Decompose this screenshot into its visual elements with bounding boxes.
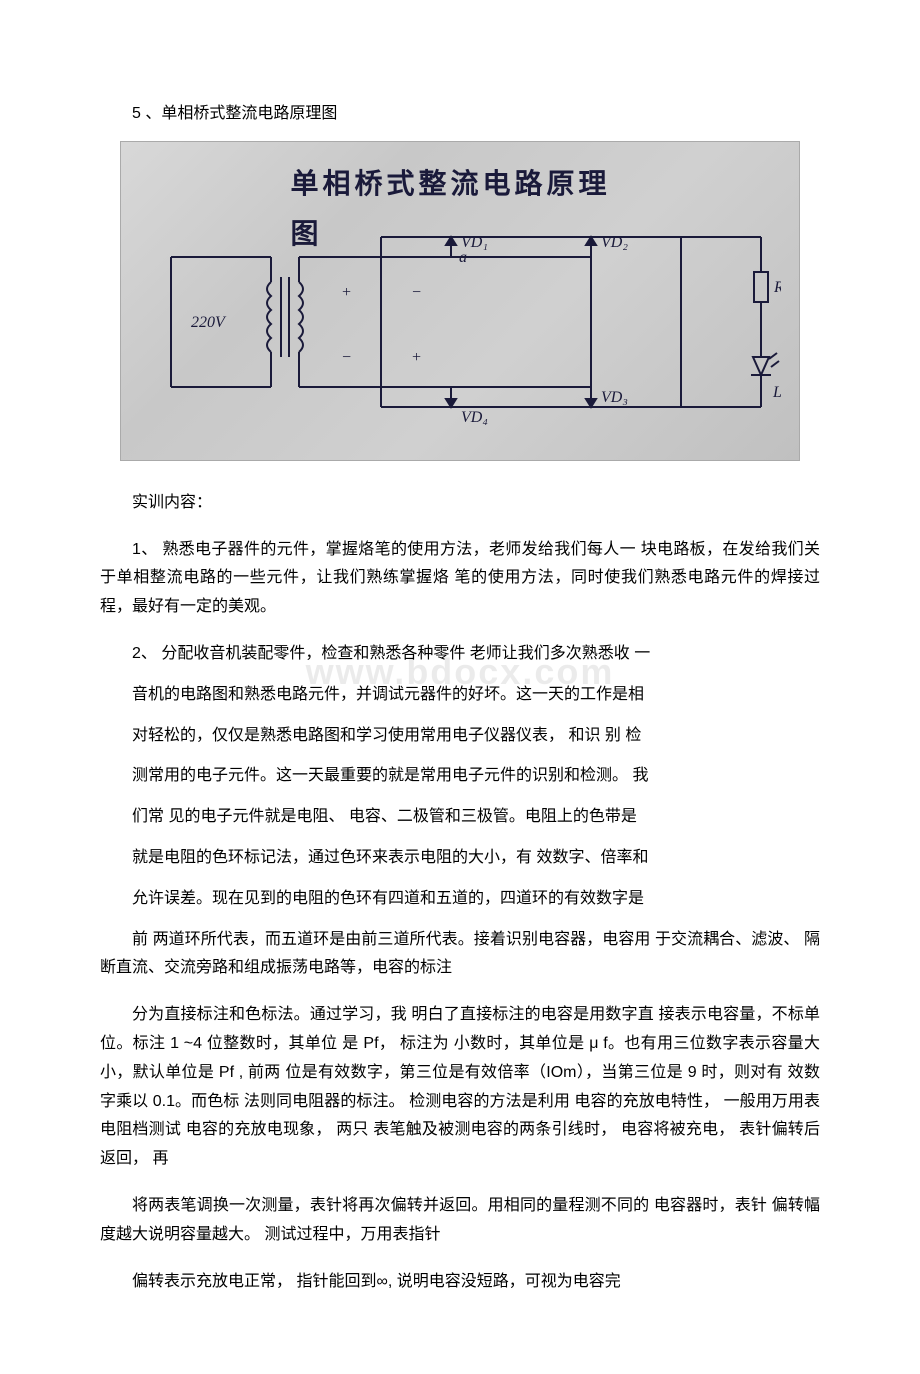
label-plus1: +: [341, 284, 352, 301]
paragraph-2-line5: 们常 见的电子元件就是电阻、 电容、二极管和三极管。电阻上的色带是: [100, 803, 820, 832]
label-minus2: −: [411, 284, 422, 301]
label-vd3: VD₃: [601, 389, 628, 406]
paragraph-2-line2: 音机的电路图和熟悉电路元件，并调试元器件的好坏。这一天的工作是相: [100, 681, 820, 710]
diagram-photo-bg: 单相桥式整流电路原理图: [120, 141, 800, 461]
paragraph-3: 前 两道环所代表，而五道环是由前三道所代表。接着识别电容器，电容用 于交流耦合、…: [100, 926, 820, 984]
paragraph-1: 1、 熟悉电子器件的元件，掌握烙笔的使用方法，老师发给我们每人一 块电路板，在发…: [100, 536, 820, 622]
label-a: a: [459, 249, 467, 266]
circuit-diagram-figure: 单相桥式整流电路原理图: [120, 141, 800, 461]
label-led: LED: [772, 384, 781, 401]
circuit-schematic: 220V + − − + VD₁ a VD₂ VD₃ VD₄ R(1k) LED: [141, 197, 781, 447]
paragraph-4: 分为直接标注和色标法。通过学习，我 明白了直接标注的电容是用数字直 接表示电容量…: [100, 1001, 820, 1174]
paragraph-2-line7: 允许误差。现在见到的电阻的色环有四道和五道的，四道环的有效数字是: [100, 885, 820, 914]
paragraph-2-line6: 就是电阻的色环标记法，通过色环来表示电阻的大小，有 效数字、倍率和: [100, 844, 820, 873]
label-r: R(1k): [773, 279, 781, 296]
label-vd2: VD₂: [601, 234, 628, 251]
label-vd4: VD₄: [461, 409, 488, 426]
paragraph-6: 偏转表示充放电正常， 指针能回到∞, 说明电容没短路，可视为电容完: [100, 1268, 820, 1297]
paragraph-5: 将两表笔调换一次测量，表针将再次偏转并返回。用相同的量程测不同的 电容器时，表针…: [100, 1192, 820, 1250]
section-title: 实训内容：: [100, 489, 820, 518]
paragraph-2-line3: 对轻松的，仅仅是熟悉电路图和学习使用常用电子仪器仪表， 和识 别 检: [100, 722, 820, 751]
label-plus2: +: [411, 349, 422, 366]
paragraph-2-line4: 测常用的电子元件。这一天最重要的就是常用电子元件的识别和检测。 我: [100, 762, 820, 791]
label-220v: 220V: [191, 314, 227, 331]
heading-5: 5 、单相桥式整流电路原理图: [100, 100, 820, 129]
label-minus1: −: [341, 349, 352, 366]
paragraph-2-line1: 2、 分配收音机装配零件，检查和熟悉各种零件 老师让我们多次熟悉收 一: [100, 640, 820, 669]
